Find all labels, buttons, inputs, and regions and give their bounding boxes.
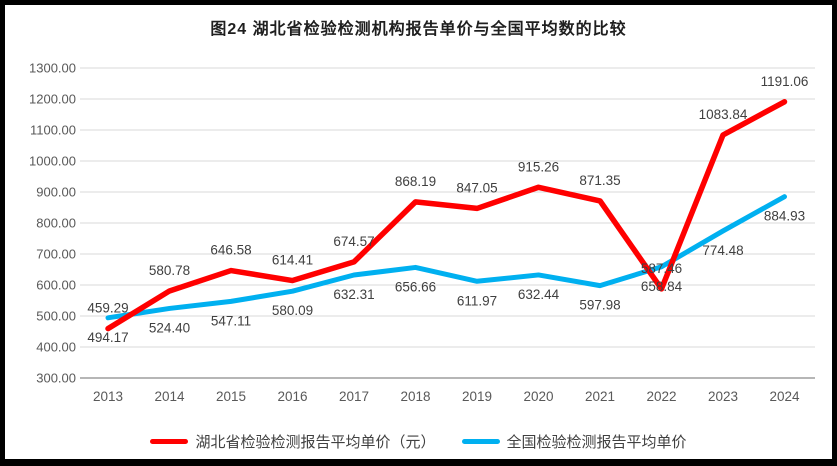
x-tick-label: 2023: [708, 389, 738, 404]
data-label: 611.97: [457, 293, 497, 308]
data-label: 774.48: [702, 243, 743, 258]
data-label: 632.31: [333, 287, 374, 302]
data-label: 580.09: [272, 303, 313, 318]
legend-label-national: 全国检验检测报告平均单价: [506, 434, 687, 451]
x-tick-label: 2018: [400, 389, 430, 404]
data-label: 494.17: [87, 330, 128, 345]
x-tick-label: 2024: [769, 389, 800, 404]
chart-title: 图24 湖北省检验检测机构报告单价与全国平均数的比较: [210, 21, 627, 38]
y-tick-label: 500.00: [36, 309, 76, 324]
x-tick-label: 2022: [646, 389, 676, 404]
legend: 湖北省检验检测报告平均单价（元） 全国检验检测报告平均单价: [5, 431, 832, 452]
data-label: 884.93: [764, 209, 805, 224]
x-tick-label: 2016: [277, 389, 307, 404]
x-tick-label: 2013: [93, 389, 123, 404]
y-tick-label: 400.00: [36, 340, 76, 355]
data-label: 847.05: [456, 180, 497, 195]
data-label: 1083.84: [699, 107, 748, 122]
data-label: 614.41: [272, 253, 313, 268]
y-tick-label: 1300.00: [29, 61, 76, 76]
series-line-hubei: [105, 99, 788, 332]
legend-item-national: 全国检验检测报告平均单价: [461, 431, 687, 452]
y-tick-label: 600.00: [36, 278, 76, 293]
y-tick-label: 900.00: [36, 185, 76, 200]
data-label: 597.98: [579, 298, 620, 313]
data-label: 871.35: [579, 173, 620, 188]
data-label: 1191.06: [761, 74, 809, 89]
y-tick-label: 300.00: [36, 371, 76, 386]
x-tick-label: 2015: [216, 389, 246, 404]
legend-line-swatch-red: [150, 439, 189, 444]
y-tick-label: 1200.00: [29, 92, 76, 107]
data-label: 868.19: [395, 174, 436, 189]
data-label: 459.29: [87, 301, 128, 316]
data-label: 658.84: [641, 279, 683, 294]
legend-label-hubei: 湖北省检验检测报告平均单价（元）: [195, 434, 436, 451]
y-tick-label: 1100.00: [30, 123, 76, 138]
x-tick-label: 2021: [585, 389, 615, 404]
y-tick-label: 700.00: [36, 247, 76, 262]
line-chart-plot-area: 300.00 400.00 500.00 600.00 700.00 800.00 900.…: [29, 61, 815, 404]
data-label: 915.26: [518, 159, 559, 174]
data-label: 580.78: [149, 263, 190, 278]
data-label: 632.44: [518, 287, 560, 302]
data-label: 524.40: [149, 320, 190, 335]
y-tick-label: 1000.00: [29, 154, 76, 169]
data-label: 646.58: [210, 243, 251, 258]
data-label: 674.57: [333, 234, 374, 249]
x-tick-label: 2017: [339, 389, 369, 404]
y-tick-label: 800.00: [36, 216, 76, 231]
legend-item-hubei: 湖北省检验检测报告平均单价（元）: [150, 431, 436, 452]
data-label: 547.11: [211, 313, 251, 328]
data-label: 587.46: [641, 261, 682, 276]
x-tick-label: 2020: [523, 389, 553, 404]
data-label: 656.66: [395, 279, 436, 294]
x-tick-label: 2014: [154, 389, 185, 404]
legend-line-swatch-blue: [461, 439, 500, 444]
x-tick-label: 2019: [462, 389, 492, 404]
